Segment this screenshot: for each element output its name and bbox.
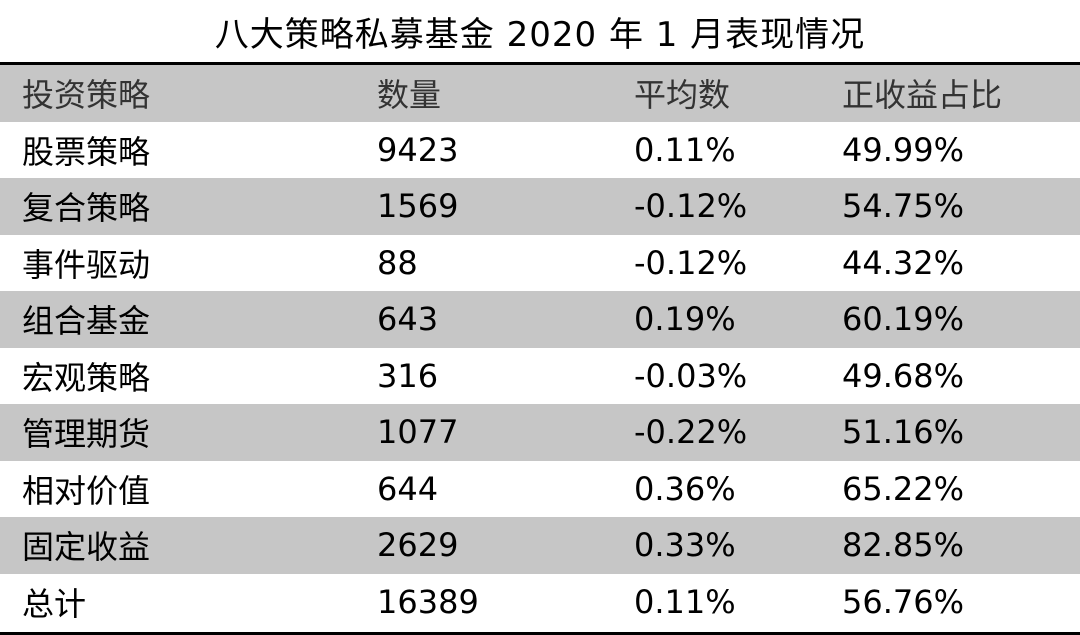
strategy-table: 投资策略 数量 平均数 正收益占比 股票策略 9423 0.11% 49.99%… [0, 65, 1080, 630]
header-row: 投资策略 数量 平均数 正收益占比 [0, 65, 1080, 122]
bottom-rule [0, 632, 1080, 635]
cell-count: 1077 [377, 404, 634, 461]
cell-positive-ratio: 60.19% [842, 291, 1080, 348]
cell-positive-ratio: 82.85% [842, 517, 1080, 574]
cell-positive-ratio: 49.68% [842, 356, 965, 395]
table-row: 固定收益 2629 0.33% 82.85% [0, 517, 1080, 574]
cell-strategy: 股票策略 [22, 132, 151, 171]
cell-average: -0.03% [634, 356, 748, 395]
cell-count: 1569 [377, 178, 634, 235]
cell-positive-ratio: 49.99% [842, 130, 965, 169]
header-count: 数量 [377, 65, 634, 122]
cell-average: -0.12% [634, 243, 748, 282]
table-row: 组合基金 643 0.19% 60.19% [0, 291, 1080, 348]
table-row: 复合策略 1569 -0.12% 54.75% [0, 178, 1080, 235]
top-rule [0, 62, 1080, 65]
cell-count: 316 [377, 356, 439, 395]
cell-average: 0.11% [634, 582, 736, 621]
cell-strategy: 相对价值 [22, 471, 151, 510]
cell-positive-ratio: 44.32% [842, 243, 965, 282]
cell-strategy: 复合策略 [0, 178, 377, 235]
table-row: 事件驱动 88 -0.12% 44.32% [0, 235, 1080, 292]
cell-strategy: 管理期货 [0, 404, 377, 461]
cell-average: -0.12% [634, 178, 842, 235]
cell-average: -0.22% [634, 404, 842, 461]
cell-strategy: 事件驱动 [22, 245, 151, 284]
cell-count: 2629 [377, 517, 634, 574]
table-row-total: 总计 16389 0.11% 56.76% [0, 574, 1080, 631]
cell-average: 0.36% [634, 469, 736, 508]
header-strategy: 投资策略 [0, 65, 377, 122]
table-row: 管理期货 1077 -0.22% 51.16% [0, 404, 1080, 461]
cell-count: 643 [377, 291, 634, 348]
table-row: 股票策略 9423 0.11% 49.99% [0, 122, 1080, 179]
cell-positive-ratio: 56.76% [842, 582, 965, 621]
table-row: 相对价值 644 0.36% 65.22% [0, 461, 1080, 518]
cell-strategy: 总计 [22, 584, 87, 623]
cell-strategy: 组合基金 [0, 291, 377, 348]
header-positive-ratio: 正收益占比 [842, 65, 1080, 122]
cell-positive-ratio: 65.22% [842, 469, 965, 508]
cell-count: 644 [377, 469, 439, 508]
table-title: 八大策略私募基金 2020 年 1 月表现情况 [214, 14, 866, 55]
cell-count: 88 [377, 243, 418, 282]
header-average: 平均数 [634, 65, 842, 122]
cell-count: 16389 [377, 582, 479, 621]
cell-average: 0.11% [634, 130, 736, 169]
cell-positive-ratio: 51.16% [842, 404, 1080, 461]
table-row: 宏观策略 316 -0.03% 49.68% [0, 348, 1080, 405]
cell-strategy: 固定收益 [0, 517, 377, 574]
cell-positive-ratio: 54.75% [842, 178, 1080, 235]
cell-count: 9423 [377, 130, 459, 169]
cell-strategy: 宏观策略 [22, 358, 151, 397]
cell-average: 0.19% [634, 291, 842, 348]
cell-average: 0.33% [634, 517, 842, 574]
